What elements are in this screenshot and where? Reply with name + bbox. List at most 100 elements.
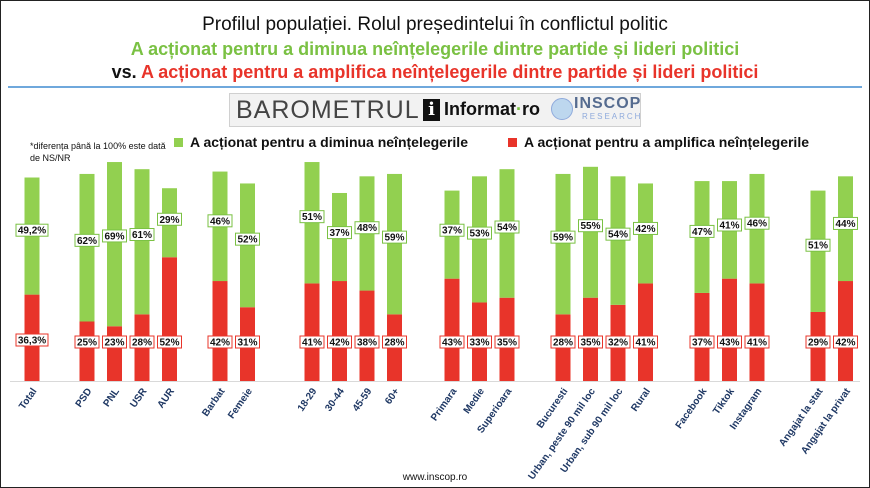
data-label-diminish-angajat-la-privat: 44% xyxy=(835,219,855,230)
data-label-box-amplify-femeie xyxy=(235,335,260,349)
data-label-box-amplify-superioara xyxy=(494,335,520,349)
bar-amplify-psd xyxy=(79,321,95,381)
data-label-box-diminish-pnl xyxy=(102,229,127,243)
data-label-diminish-urban-peste-90-mil-loc: 55% xyxy=(580,221,600,232)
data-label-box-diminish-rural xyxy=(633,221,658,235)
data-label-box-diminish-urban-peste-90-mil-loc xyxy=(578,219,603,233)
data-label-amplify-primara: 43% xyxy=(442,338,462,349)
subtitle-vs: vs. xyxy=(111,62,137,82)
bar-diminish-60- xyxy=(387,173,402,315)
data-label-box-diminish-total xyxy=(15,223,49,237)
data-label-diminish-femeie: 52% xyxy=(237,235,257,246)
data-label-box-amplify-30-44 xyxy=(327,335,352,349)
data-label-box-diminish-bucuresti xyxy=(550,230,576,244)
category-label-psd: PSD xyxy=(74,386,95,409)
data-label-diminish-18-29: 51% xyxy=(302,212,322,223)
data-label-box-diminish-usr xyxy=(129,228,155,242)
data-label-box-diminish-60- xyxy=(382,230,407,244)
barometer-logo-text: BAROMETRUL xyxy=(236,96,420,124)
data-label-amplify-usr: 28% xyxy=(132,338,152,349)
data-label-box-diminish-femeie xyxy=(235,232,260,246)
bar-amplify-primara xyxy=(444,278,460,381)
data-label-box-amplify-60- xyxy=(382,335,407,349)
category-label-medie: Medie xyxy=(462,386,488,416)
category-label-pnl: PNL xyxy=(101,386,121,409)
category-label-aur: AUR xyxy=(156,386,178,411)
data-label-box-amplify-angajat-la-stat xyxy=(805,335,831,349)
category-label-45-59: 45-59 xyxy=(351,386,375,414)
legend-swatch-green xyxy=(174,137,183,147)
data-label-diminish-superioara: 54% xyxy=(497,223,517,234)
data-label-box-amplify-barbat xyxy=(207,335,233,349)
data-label-box-amplify-aur xyxy=(157,335,182,349)
bar-amplify-rural xyxy=(638,283,653,381)
informat-ro: ro xyxy=(522,99,540,119)
data-label-box-amplify-angajat-la-privat xyxy=(833,335,858,349)
data-label-diminish-bucuresti: 59% xyxy=(553,233,573,244)
data-label-box-amplify-rural xyxy=(633,335,658,349)
data-label-box-amplify-urban-peste-90-mil-loc xyxy=(578,335,603,349)
logo-banner: BAROMETRUL i Informat·ro INSCOP RESEARCH xyxy=(229,93,641,127)
legend-swatch-red xyxy=(508,137,517,147)
title-divider xyxy=(8,86,862,88)
data-label-box-amplify-primara xyxy=(439,335,465,349)
data-label-diminish-urban-sub-90-mil-loc: 54% xyxy=(608,230,628,241)
data-label-box-diminish-barbat xyxy=(207,214,233,228)
data-label-box-amplify-pnl xyxy=(102,335,127,349)
data-label-amplify-femeie: 31% xyxy=(237,338,257,349)
data-label-box-diminish-tiktok xyxy=(717,218,742,232)
data-label-box-amplify-total xyxy=(15,333,49,347)
data-label-box-diminish-instagram xyxy=(744,216,770,230)
bar-amplify-pnl xyxy=(107,326,122,381)
data-label-diminish-60-: 59% xyxy=(384,233,404,244)
data-label-box-amplify-tiktok xyxy=(717,335,742,349)
data-label-diminish-instagram: 46% xyxy=(747,219,767,230)
data-label-box-amplify-urban-sub-90-mil-loc xyxy=(605,335,631,349)
data-label-box-amplify-18-29 xyxy=(299,335,325,349)
data-label-amplify-instagram: 41% xyxy=(747,338,767,349)
category-label-femeie: Femeie xyxy=(226,386,255,421)
inscop-research-text: RESEARCH xyxy=(582,112,643,121)
data-label-amplify-60-: 28% xyxy=(384,338,404,349)
category-label-rural: Rural xyxy=(629,386,653,413)
legend-label-amplify: A acționat pentru a amplifica neînțelege… xyxy=(524,134,809,150)
data-label-box-diminish-superioara xyxy=(494,220,520,234)
data-label-diminish-angajat-la-stat: 51% xyxy=(808,241,828,252)
category-label-30-44: 30-44 xyxy=(323,386,347,414)
category-label-angajat-la-privat: Angajat la privat xyxy=(799,386,853,457)
data-label-box-amplify-facebook xyxy=(689,335,715,349)
data-label-diminish-psd: 62% xyxy=(77,236,97,247)
data-label-box-amplify-psd xyxy=(74,335,100,349)
data-label-diminish-aur: 29% xyxy=(159,215,179,226)
informat-logo-text: Informat·ro xyxy=(444,99,540,120)
bar-diminish-usr xyxy=(134,169,150,315)
data-label-box-diminish-facebook xyxy=(689,224,715,238)
data-label-amplify-angajat-la-privat: 42% xyxy=(835,338,855,349)
data-label-amplify-facebook: 37% xyxy=(692,338,712,349)
data-label-amplify-aur: 52% xyxy=(159,338,179,349)
category-label-primara: Primara xyxy=(429,386,460,423)
informat-i-logo-icon: i xyxy=(423,99,440,121)
data-label-amplify-urban-peste-90-mil-loc: 35% xyxy=(580,338,600,349)
data-label-box-diminish-aur xyxy=(157,212,182,226)
data-label-box-diminish-primara xyxy=(439,223,465,237)
data-label-box-amplify-instagram xyxy=(744,335,770,349)
data-label-diminish-total: 49,2% xyxy=(18,226,46,237)
category-label-tiktok: Tiktok xyxy=(711,386,737,417)
bar-amplify-aur xyxy=(162,257,177,381)
bar-amplify-tiktok xyxy=(722,278,737,381)
data-label-amplify-barbat: 42% xyxy=(210,338,230,349)
data-label-amplify-superioara: 35% xyxy=(497,338,517,349)
bar-amplify-barbat xyxy=(212,281,228,381)
data-label-box-diminish-urban-sub-90-mil-loc xyxy=(605,227,631,241)
data-label-box-amplify-medie xyxy=(467,335,492,349)
data-label-diminish-45-59: 48% xyxy=(357,223,377,234)
category-label-60-: 60+ xyxy=(383,386,402,406)
data-label-amplify-30-44: 42% xyxy=(329,338,349,349)
legend-item-amplify: A acționat pentru a amplifica neînțelege… xyxy=(508,134,809,150)
data-label-box-diminish-angajat-la-privat xyxy=(833,216,858,230)
data-label-amplify-psd: 25% xyxy=(77,338,97,349)
category-label-facebook: Facebook xyxy=(674,386,710,431)
data-label-amplify-urban-sub-90-mil-loc: 32% xyxy=(608,338,628,349)
category-label-18-29: 18-29 xyxy=(296,386,320,414)
